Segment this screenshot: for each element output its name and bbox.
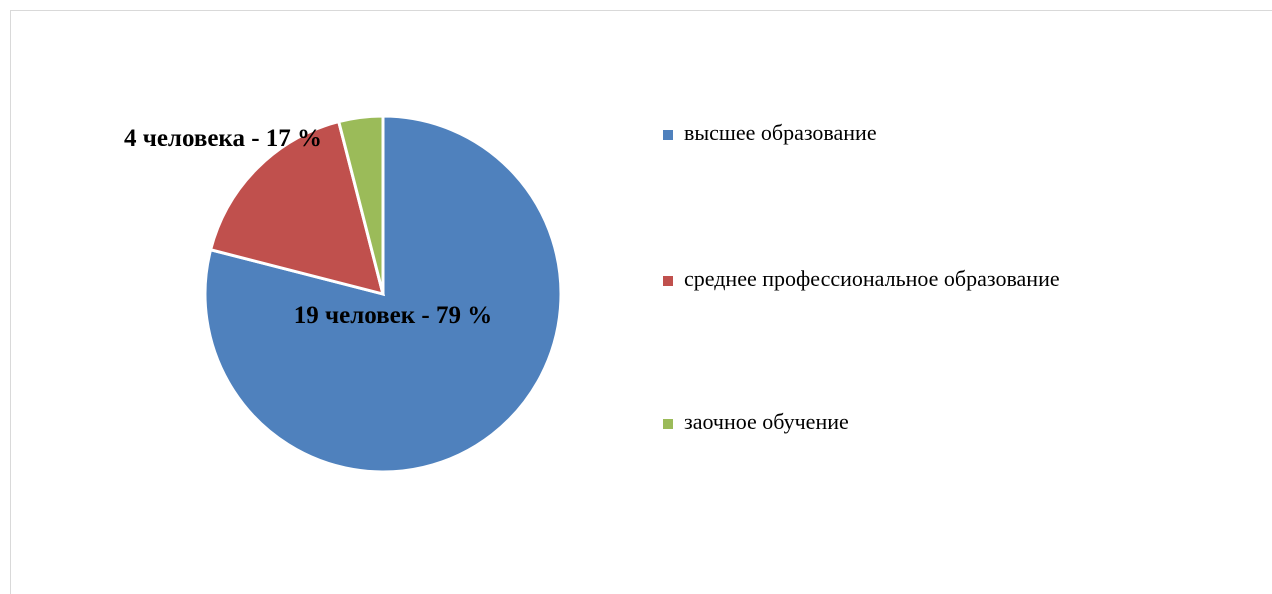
pie-slice bbox=[208, 119, 386, 297]
data-label: 4 человека - 17 % bbox=[123, 125, 323, 152]
chart-border bbox=[10, 10, 1272, 594]
legend-label: заочное обучение bbox=[684, 409, 849, 434]
legend-label: среднее профессиональное образование bbox=[684, 266, 1060, 291]
legend-swatch bbox=[663, 419, 673, 429]
pie-slice bbox=[203, 114, 563, 474]
data-label: 19 человек - 79 % bbox=[293, 302, 493, 329]
legend-swatch bbox=[663, 130, 673, 140]
legend-label: высшее образование bbox=[684, 120, 877, 145]
legend-swatch bbox=[663, 276, 673, 286]
pie-slice bbox=[336, 114, 385, 295]
